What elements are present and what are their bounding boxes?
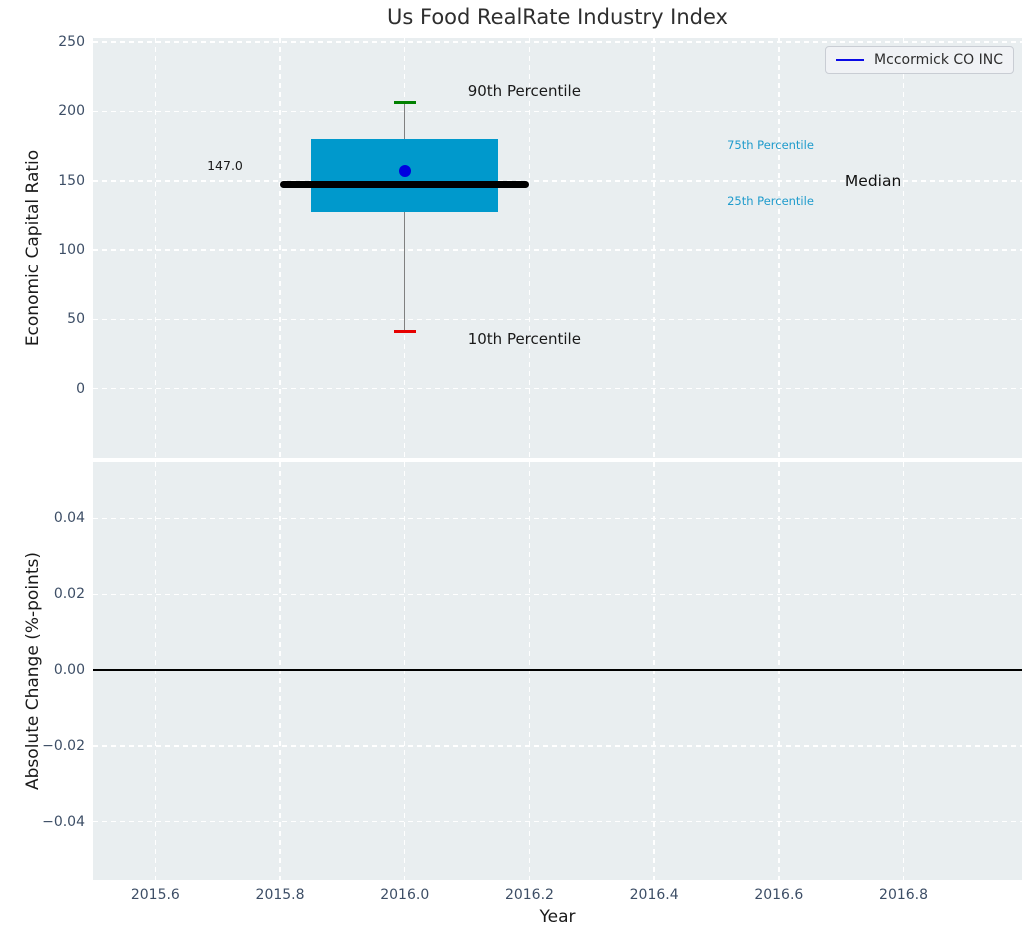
y-tick-label: 250 (58, 34, 85, 51)
x-gridline (902, 462, 905, 880)
y-tick-label: 200 (58, 103, 85, 120)
x-gridline (154, 462, 157, 880)
x-tick-label: 2016.2 (504, 887, 554, 903)
chart-title: Us Food RealRate Industry Index (387, 5, 728, 29)
x-gridline (279, 462, 281, 880)
legend: Mccormick CO INC (825, 46, 1014, 74)
y-gridline (93, 820, 1022, 823)
y-gridline (93, 745, 1022, 747)
y-gridline (93, 318, 1022, 321)
y-tick-label: 150 (58, 172, 85, 189)
legend-label: Mccormick CO INC (874, 52, 1003, 68)
x-tick-label: 2015.8 (255, 887, 305, 903)
y-axis-label-top: Economic Capital Ratio (23, 149, 43, 347)
x-tick-label: 2016.0 (380, 887, 430, 903)
y-gridline (93, 593, 1022, 595)
y-axis-label-bottom: Absolute Change (%-points) (23, 552, 43, 790)
y-tick-label: −0.04 (42, 813, 85, 830)
y-gridline (93, 41, 1022, 43)
bottom-axes: 2015.6 2015.8 2016.0 2016.2 2016.4 2016.6 2016… (42, 462, 1022, 902)
y-gridline (93, 110, 1022, 113)
whisker-line (403, 102, 406, 332)
x-axis-label: Year (539, 907, 576, 927)
x-tick-label: 2015.6 (130, 887, 180, 903)
y-gridline (93, 517, 1022, 520)
x-gridline (778, 462, 780, 880)
median-line (280, 181, 530, 189)
x-tick-label: 2016.6 (754, 887, 804, 903)
x-gridline (403, 462, 406, 880)
y-tick-label: 0.04 (53, 510, 85, 527)
x-gridline (154, 38, 157, 458)
legend-line-sample (836, 59, 865, 61)
annotation-10th-percentile: 10th Percentile (467, 329, 581, 348)
y-gridline (93, 387, 1022, 390)
zero-line (93, 669, 1022, 671)
y-gridline (93, 180, 1022, 182)
annotation-75th-percentile: 75th Percentile (727, 138, 814, 153)
y-gridline (93, 249, 1022, 251)
y-tick-label: 0.02 (53, 586, 85, 603)
x-gridline (902, 38, 905, 458)
x-gridline (653, 462, 655, 880)
y-tick-label: 50 (67, 311, 85, 328)
annotation-90th-percentile: 90th Percentile (467, 82, 581, 101)
y-tick-label: 100 (58, 242, 85, 259)
company-value-dot (398, 165, 411, 178)
annotation-147-0: 147.0 (207, 158, 243, 173)
x-gridline (279, 38, 281, 458)
annotation-median: Median (844, 172, 902, 190)
x-gridline (528, 462, 531, 880)
x-tick-label: 2016.4 (629, 887, 679, 903)
annotation-25th-percentile: 25th Percentile (727, 193, 814, 208)
p90-whisker-cap (393, 100, 416, 104)
x-gridline (778, 38, 780, 458)
x-gridline (528, 38, 531, 458)
y-tick-label: 0.00 (53, 662, 85, 679)
x-tick-label: 2016.8 (879, 887, 929, 903)
y-tick-label: −0.02 (42, 737, 85, 754)
x-gridline (653, 38, 655, 458)
top-axes: 90th Percentile 10th Percentile 147.0 75th … (58, 35, 1022, 458)
y-tick-label: 0 (76, 380, 85, 397)
p10-whisker-cap (393, 330, 416, 334)
